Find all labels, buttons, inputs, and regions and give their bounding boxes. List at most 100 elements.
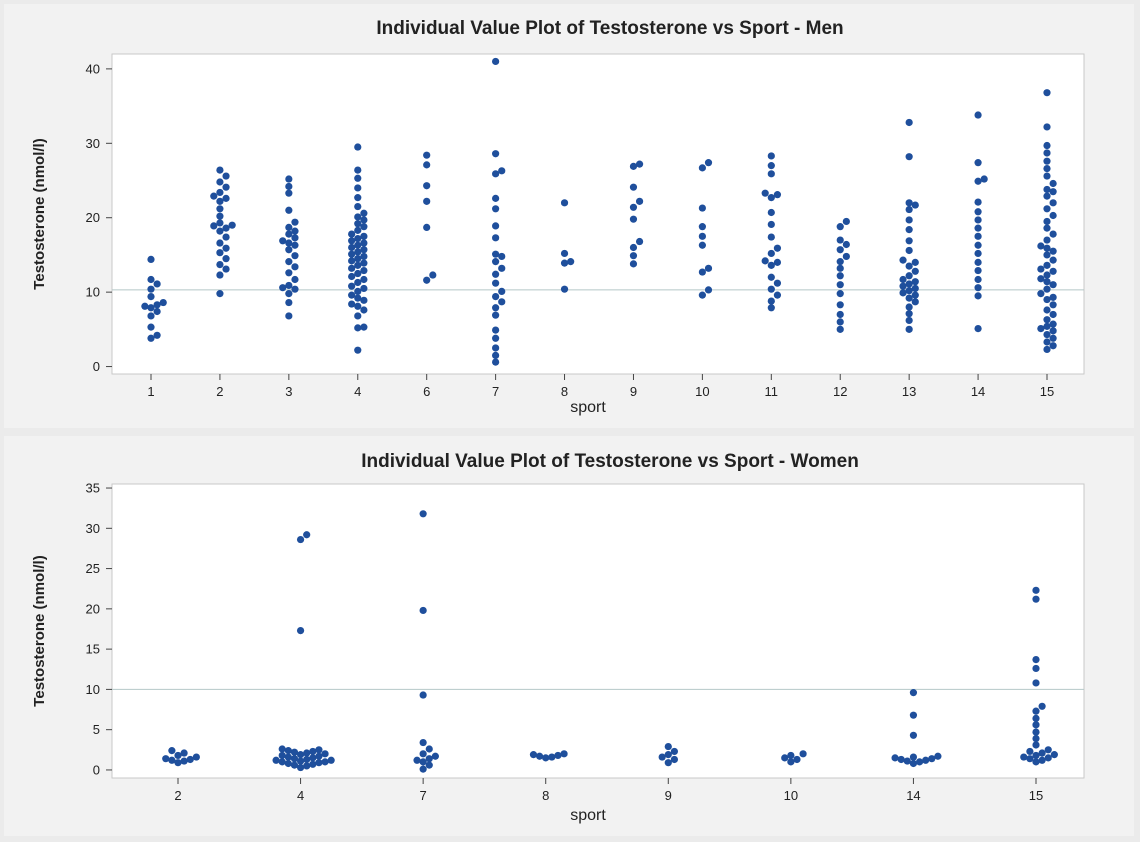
data-point <box>698 223 706 231</box>
data-point <box>560 249 569 258</box>
data-point <box>285 189 293 197</box>
data-point <box>222 194 230 202</box>
data-point <box>897 755 905 764</box>
data-point <box>354 202 362 211</box>
data-point <box>492 326 500 334</box>
data-point <box>911 267 919 275</box>
data-point <box>285 281 293 290</box>
data-point <box>974 241 982 249</box>
data-point <box>767 162 775 170</box>
data-point <box>836 223 844 231</box>
data-point <box>1026 755 1034 763</box>
data-point <box>836 290 844 298</box>
x-tick-label: 14 <box>971 384 985 399</box>
x-tick-label: 8 <box>561 384 568 399</box>
data-point <box>285 246 293 254</box>
data-point <box>698 204 706 212</box>
data-point <box>1032 655 1040 664</box>
data-point <box>492 57 500 66</box>
data-point <box>419 510 427 518</box>
data-point <box>698 232 706 240</box>
data-point <box>767 285 775 293</box>
data-point <box>905 199 913 207</box>
data-point <box>284 759 292 768</box>
x-tick-label: 7 <box>420 788 427 803</box>
data-point <box>836 246 844 254</box>
data-point <box>492 304 500 312</box>
data-point <box>296 626 305 635</box>
data-point <box>629 162 638 170</box>
x-tick-label: 3 <box>285 384 292 399</box>
data-point <box>629 203 638 211</box>
data-point <box>909 689 918 697</box>
data-point <box>773 191 782 199</box>
data-point <box>767 152 775 160</box>
data-point <box>315 759 323 767</box>
data-point <box>492 293 500 301</box>
data-point <box>423 161 431 169</box>
data-point <box>1037 290 1045 298</box>
women-chart-panel: Individual Value Plot of Testosterone vs… <box>4 436 1134 836</box>
data-point <box>1043 224 1051 232</box>
data-point <box>629 243 638 252</box>
data-point <box>911 201 919 209</box>
data-point <box>1032 679 1040 687</box>
data-point <box>147 285 155 293</box>
data-point <box>216 271 224 279</box>
data-point <box>560 259 569 267</box>
data-point <box>635 160 644 168</box>
data-point <box>272 756 280 764</box>
data-point <box>354 255 362 263</box>
data-point <box>1043 261 1051 269</box>
data-point <box>290 761 299 769</box>
data-point <box>911 291 919 299</box>
data-point <box>799 750 807 758</box>
data-point <box>216 290 224 298</box>
data-point <box>354 226 362 234</box>
data-point <box>222 265 230 273</box>
data-point <box>1049 342 1057 350</box>
data-point <box>974 258 982 266</box>
data-point <box>974 216 982 224</box>
data-point <box>905 272 913 280</box>
data-point <box>698 164 706 172</box>
data-point <box>354 213 362 221</box>
data-point <box>360 296 368 304</box>
data-point <box>903 757 911 765</box>
data-point <box>354 346 362 354</box>
data-point <box>162 755 170 763</box>
data-point <box>291 252 299 260</box>
x-tick-label: 1 <box>147 384 154 399</box>
data-point <box>291 275 299 284</box>
data-point <box>761 189 769 197</box>
data-point <box>836 236 844 244</box>
data-point <box>303 755 311 764</box>
data-point <box>354 166 362 174</box>
data-point <box>285 230 293 238</box>
data-point <box>1032 758 1040 766</box>
data-point <box>216 227 224 235</box>
data-point <box>836 301 844 309</box>
data-point <box>354 241 362 249</box>
data-point <box>560 750 568 758</box>
data-point <box>354 269 362 278</box>
data-point <box>974 111 982 119</box>
data-point <box>291 263 299 271</box>
data-point <box>498 298 506 306</box>
data-point <box>360 216 368 224</box>
data-point <box>1043 306 1051 314</box>
data-point <box>698 268 706 276</box>
data-point <box>773 258 782 266</box>
data-point <box>1049 188 1057 196</box>
data-point <box>296 763 305 772</box>
data-point <box>1032 664 1040 673</box>
data-point <box>905 226 913 234</box>
data-point <box>147 312 155 320</box>
data-point <box>664 742 672 751</box>
data-point <box>291 218 299 226</box>
data-point <box>423 182 431 190</box>
data-point <box>1043 205 1051 213</box>
data-point <box>492 234 500 242</box>
data-point <box>909 759 918 768</box>
data-point <box>836 272 844 280</box>
